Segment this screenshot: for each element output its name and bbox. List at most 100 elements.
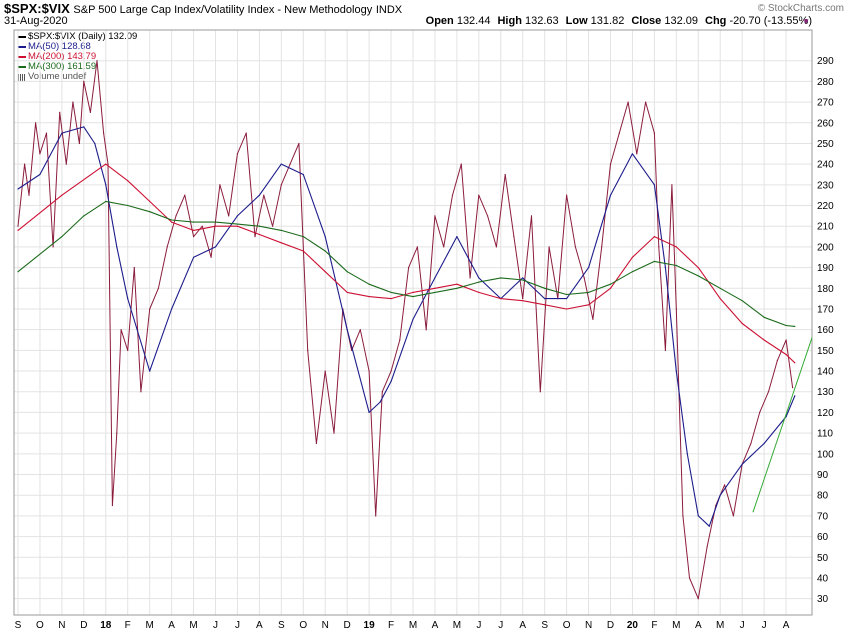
data-point (682, 515, 684, 517)
y-tick-label: 100 (817, 449, 834, 460)
data-point (719, 298, 721, 300)
data-point (219, 184, 221, 186)
data-point (103, 132, 105, 134)
x-tick-label: M (409, 620, 417, 631)
data-point (434, 215, 436, 217)
data-point (675, 370, 677, 372)
y-tick-label: 210 (817, 222, 834, 233)
data-point (381, 391, 383, 393)
data-point (263, 194, 265, 196)
data-point (609, 194, 612, 196)
legend-label: $SPX:$VIX (Daily) 132.09 (28, 31, 138, 42)
data-point (688, 577, 691, 579)
data-point (566, 194, 568, 196)
data-point (368, 370, 370, 372)
x-tick-label: A (256, 620, 263, 631)
x-tick-label: N (585, 620, 592, 631)
data-point (609, 163, 612, 165)
data-point (390, 291, 392, 293)
x-tick-label: S (541, 620, 548, 631)
x-tick-label: F (125, 620, 131, 631)
data-point (522, 298, 524, 300)
data-point (469, 277, 471, 279)
data-point (609, 287, 612, 289)
data-point (539, 391, 541, 393)
legend-item: $SPX:$VIX (Daily) 132.09 (18, 32, 137, 42)
data-point (675, 246, 677, 248)
x-tick-label: M (716, 620, 724, 631)
data-point (752, 511, 754, 513)
data-point (794, 325, 796, 327)
quote-label: Close (631, 15, 662, 27)
quote-label: Chg (705, 15, 727, 27)
x-tick-label: O (36, 620, 44, 631)
data-point (708, 525, 710, 527)
quote-label: Open (425, 15, 454, 27)
x-tick-label: F (388, 620, 394, 631)
data-point (785, 353, 787, 356)
data-point (171, 221, 173, 223)
data-point (504, 173, 506, 176)
x-tick-label: M (189, 620, 197, 631)
data-point (236, 153, 238, 155)
chevron-down-icon[interactable]: ▼ (802, 17, 810, 26)
data-point (65, 163, 67, 165)
data-point (346, 271, 348, 273)
data-point (175, 215, 177, 217)
data-point (719, 494, 721, 496)
quote-summary: Open 132.44 High 132.63 Low 131.82 Close 13… (419, 15, 812, 27)
data-point (618, 132, 620, 134)
chart-title: $SPX:$VIX S&P 500 Large Cap Index/Volati… (4, 1, 402, 16)
data-point (111, 504, 113, 507)
x-tick-label: A (168, 620, 175, 631)
legend-item: MA(50) 128.68 (18, 42, 137, 52)
data-point (193, 256, 195, 258)
data-point (346, 329, 348, 331)
data-point (763, 442, 765, 445)
data-point (741, 322, 743, 325)
data-point (390, 298, 392, 300)
x-tick-label: M (672, 620, 680, 631)
y-tick-label: 200 (817, 242, 834, 253)
y-tick-label: 40 (817, 573, 829, 584)
data-point (592, 318, 594, 320)
data-point (171, 219, 173, 221)
volume-bars-icon (18, 73, 26, 81)
y-tick-label: 190 (817, 263, 834, 274)
data-point (412, 318, 414, 320)
data-point (127, 180, 129, 182)
data-point (171, 308, 173, 310)
y-tick-label: 180 (817, 284, 834, 295)
data-point (412, 296, 414, 298)
data-point (645, 101, 647, 103)
data-point (17, 225, 19, 227)
y-tick-label: 70 (817, 511, 829, 522)
quote-value: 132.09 (661, 15, 698, 27)
data-point (792, 387, 794, 389)
data-point (671, 184, 673, 186)
data-point (72, 101, 74, 103)
x-tick-label: N (58, 620, 65, 631)
data-point (107, 163, 109, 165)
data-point (412, 291, 414, 293)
data-point (45, 132, 48, 134)
data-point (258, 233, 260, 236)
data-point (456, 283, 458, 285)
data-point (451, 194, 454, 196)
data-point (767, 391, 770, 393)
data-point (324, 250, 326, 252)
data-point (456, 236, 458, 238)
y-tick-label: 270 (817, 98, 834, 109)
data-point (359, 329, 361, 331)
data-point (83, 80, 85, 82)
data-point (478, 281, 480, 283)
y-tick-label: 120 (817, 408, 834, 419)
data-point (794, 362, 796, 364)
data-point (653, 236, 656, 238)
data-point (375, 515, 377, 517)
data-point (258, 225, 260, 227)
x-tick-label: J (213, 620, 218, 631)
data-point (307, 349, 309, 351)
